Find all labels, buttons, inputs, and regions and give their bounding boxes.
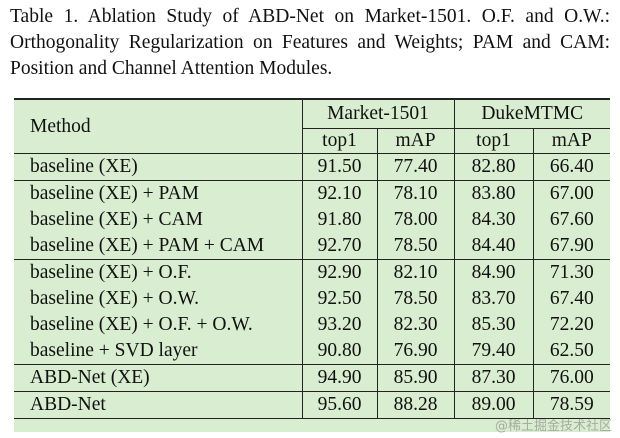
- value-cell: 67.90: [532, 233, 610, 260]
- value-cell: 85.90: [376, 364, 454, 392]
- table-row: baseline + SVD layer 90.80 76.90 79.40 62.50: [14, 338, 610, 365]
- ablation-table-container: Method Market-1501 DukeMTMC top1 mAP top…: [14, 98, 610, 432]
- table-caption: Table 1. Ablation Study of ABD-Net on Ma…: [10, 6, 610, 79]
- value-cell: 83.70: [453, 286, 533, 312]
- dataset-header-duke: DukeMTMC: [453, 98, 610, 129]
- value-cell: 76.90: [376, 338, 454, 365]
- value-cell: 93.20: [301, 312, 377, 338]
- value-cell: 67.60: [532, 207, 610, 233]
- value-cell: 78.50: [376, 286, 454, 312]
- value-cell: 78.59: [532, 391, 610, 419]
- value-cell: 62.50: [532, 338, 610, 365]
- table-body: baseline (XE) 91.50 77.40 82.80 66.40 baselin…: [14, 153, 610, 419]
- value-cell: 77.40: [376, 153, 454, 181]
- method-cell: baseline (XE) + O.F. + O.W.: [30, 314, 253, 335]
- header-row-metrics: top1 mAP top1 mAP: [14, 128, 610, 154]
- value-cell: 88.28: [376, 391, 454, 419]
- method-cell: baseline + SVD layer: [30, 340, 198, 361]
- metric-header: mAP: [532, 128, 610, 154]
- value-cell: 78.50: [376, 233, 454, 260]
- metric-header: top1: [301, 128, 377, 154]
- value-cell: 91.80: [301, 207, 377, 233]
- value-cell: 95.60: [301, 391, 377, 419]
- value-cell: 82.10: [376, 259, 454, 286]
- value-cell: 78.10: [376, 180, 454, 207]
- table-row: baseline (XE) + CAM 91.80 78.00 84.30 67.60: [14, 207, 610, 233]
- dataset-header-market: Market-1501: [301, 98, 454, 129]
- method-header: Method: [14, 98, 302, 154]
- value-cell: 72.20: [532, 312, 610, 338]
- value-cell: 85.30: [453, 312, 533, 338]
- value-cell: 82.30: [376, 312, 454, 338]
- value-cell: 71.30: [532, 259, 610, 286]
- value-cell: 67.40: [532, 286, 610, 312]
- method-cell: baseline (XE) + O.W.: [30, 288, 199, 309]
- table-row: ABD-Net (XE) 94.90 85.90 87.30 76.00: [14, 364, 610, 392]
- table-row: baseline (XE) + PAM + CAM 92.70 78.50 84.40…: [14, 233, 610, 260]
- header-row-datasets: Method Market-1501 DukeMTMC: [14, 98, 610, 154]
- value-cell: 89.00: [453, 391, 533, 419]
- value-cell: 92.10: [301, 180, 377, 207]
- value-cell: 79.40: [453, 338, 533, 365]
- value-cell: 92.70: [301, 233, 377, 260]
- method-cell: baseline (XE) + CAM: [30, 209, 203, 230]
- table-row: ABD-Net 95.60 88.28 89.00 78.59: [14, 391, 610, 419]
- value-cell: 87.30: [453, 364, 533, 392]
- table-row: baseline (XE) + O.F. + O.W. 93.20 82.30 85.…: [14, 312, 610, 338]
- ablation-table: Method Market-1501 DukeMTMC top1 mAP top…: [14, 98, 610, 419]
- value-cell: 83.80: [453, 180, 533, 207]
- value-cell: 91.50: [301, 153, 377, 181]
- table-row: baseline (XE) + O.W. 92.50 78.50 83.70 67.40: [14, 286, 610, 312]
- value-cell: 78.00: [376, 207, 454, 233]
- method-cell: ABD-Net (XE): [14, 364, 302, 392]
- method-cell: ABD-Net: [14, 391, 302, 419]
- value-cell: 94.90: [301, 364, 377, 392]
- value-cell: 82.80: [453, 153, 533, 181]
- value-cell: 92.90: [301, 259, 377, 286]
- method-cell: baseline (XE) + PAM + CAM: [30, 235, 265, 256]
- method-cell: baseline (XE) + O.F.: [14, 259, 302, 286]
- table-row: baseline (XE) + PAM 92.10 78.10 83.80 67.00: [14, 180, 610, 207]
- value-cell: 84.40: [453, 233, 533, 260]
- value-cell: 84.90: [453, 259, 533, 286]
- method-cell: baseline (XE) + PAM: [14, 180, 302, 207]
- value-cell: 66.40: [532, 153, 610, 181]
- value-cell: 76.00: [532, 364, 610, 392]
- watermark: @稀土掘金技术社区: [494, 419, 612, 434]
- table-row: baseline (XE) 91.50 77.40 82.80 66.40: [14, 153, 610, 181]
- value-cell: 67.00: [532, 180, 610, 207]
- method-cell: baseline (XE): [14, 153, 302, 181]
- metric-header: mAP: [376, 128, 454, 154]
- value-cell: 90.80: [301, 338, 377, 365]
- value-cell: 92.50: [301, 286, 377, 312]
- value-cell: 84.30: [453, 207, 533, 233]
- metric-header: top1: [453, 128, 533, 154]
- table-row: baseline (XE) + O.F. 92.90 82.10 84.90 71.30: [14, 259, 610, 286]
